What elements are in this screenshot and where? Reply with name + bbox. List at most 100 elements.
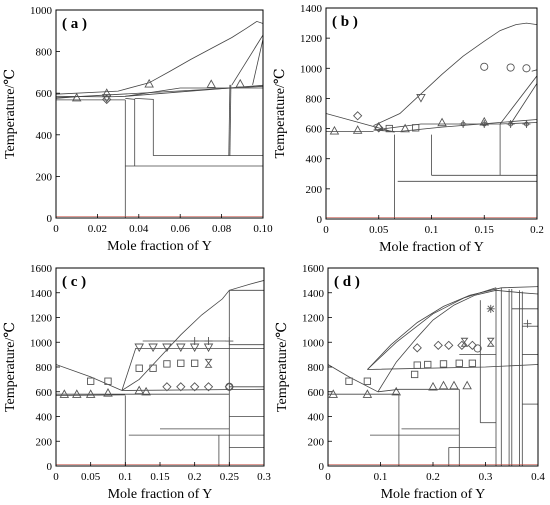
phase-boundary (367, 287, 497, 370)
marker-triangle (373, 121, 384, 131)
y-tick-label: 600 (308, 387, 325, 399)
y-tick-label: 1200 (30, 313, 53, 325)
marker-triangle (59, 389, 70, 398)
marker-circle (522, 64, 531, 73)
y-tick-label: 200 (308, 436, 325, 448)
marker-diamond (190, 382, 200, 392)
phase-boundary (252, 39, 263, 85)
marker-square (455, 359, 463, 367)
phase-boundary (56, 96, 76, 99)
marker-square (412, 124, 420, 132)
marker-diamond (162, 382, 172, 392)
x-tick-label: 0.4 (531, 471, 545, 483)
y-tick-label: 1200 (300, 33, 323, 45)
marker-triangle (352, 125, 363, 134)
x-tick-label: 0.05 (81, 471, 101, 483)
marker-triangle-down (176, 343, 186, 353)
phase-boundary (121, 388, 264, 391)
phase-boundary (499, 75, 537, 125)
marker-triangle (328, 389, 339, 398)
plot-frame (55, 267, 265, 467)
x-tick-label: 0.1 (118, 471, 132, 483)
plot-frame (325, 7, 538, 220)
marker-cross-hair (522, 120, 531, 129)
marker-triangle (71, 92, 82, 102)
chart-panel-4: 0 0.1 0.2 0.3 0.4 0 200 400 600 800 1000 1200 1400 16… (275, 263, 545, 502)
marker-triangle (329, 125, 340, 135)
plot-frame (327, 267, 539, 467)
x-tick-label: 0.3 (257, 471, 271, 483)
marker-triangle (134, 385, 144, 395)
marker-triangle-down (203, 343, 214, 353)
marker-hourglass (486, 337, 495, 347)
y-tick-label: 0 (317, 214, 323, 226)
marker-diamond (203, 382, 214, 392)
plot-content (328, 286, 538, 466)
x-tick-label: 0.1 (374, 471, 388, 483)
marker-square (191, 359, 199, 367)
marker-square (424, 360, 432, 369)
y-tick-label: 1400 (300, 3, 323, 15)
phase-boundary (367, 364, 538, 370)
marker-cross-hair (506, 120, 515, 129)
marker-square (135, 364, 143, 372)
y-tick-label: 1600 (30, 263, 53, 275)
phase-boundary (121, 347, 264, 391)
marker-square (345, 377, 353, 385)
marker-plus (225, 337, 234, 346)
marker-triangle (437, 117, 447, 127)
marker-triangle-down (101, 94, 112, 103)
x-tick-label: 0.06 (171, 223, 191, 235)
marker-cross-hair (480, 120, 489, 129)
marker-square (413, 361, 421, 369)
y-tick-label: 0 (47, 461, 53, 473)
marker-square (468, 359, 477, 367)
phase-boundary (531, 69, 537, 72)
x-tick-label: 0.2 (188, 471, 202, 483)
y-tick-label: 1400 (30, 288, 53, 300)
phase-boundary (229, 84, 232, 156)
y-tick-label: 800 (306, 93, 323, 105)
y-tick-label: 400 (36, 412, 53, 424)
phase-boundary (373, 119, 537, 133)
phase-boundary (125, 98, 136, 166)
x-tick-label: 0.2 (530, 224, 544, 236)
marker-triangle (235, 78, 245, 88)
phase-boundary (56, 364, 123, 391)
marker-triangle (101, 88, 112, 97)
plot-content (56, 280, 264, 466)
phase-boundary (328, 364, 379, 393)
marker-cross-hair (481, 121, 487, 127)
y-tick-label: 0 (319, 461, 325, 473)
marker-triangle (144, 78, 154, 88)
x-tick-label: 0.10 (253, 223, 273, 235)
marker-cross-hair (508, 121, 514, 127)
marker-square (87, 377, 95, 385)
marker-cross-hair (459, 120, 468, 129)
x-axis-label: Mole fraction of Y (107, 239, 212, 254)
chart-panel-1: 0 0.02 0.04 0.06 0.08 0.10 0 200 400 600 800 1000 Mo… (3, 5, 273, 254)
y-tick-label: 400 (306, 154, 323, 166)
marker-star (486, 304, 495, 313)
x-tick-label: 0.15 (150, 471, 170, 483)
marker-plus (190, 337, 199, 346)
y-tick-label: 1000 (302, 337, 325, 349)
marker-triangle (428, 381, 438, 391)
plot-frame (55, 9, 264, 219)
chart-panel-2: 0 0.05 0.1 0.15 0.2 0 200 400 600 800 1000 1200 1400… (273, 3, 544, 255)
marker-triangle (391, 386, 402, 396)
marker-diamond (444, 340, 454, 350)
y-tick-label: 200 (36, 171, 53, 183)
y-tick-label: 800 (36, 47, 53, 59)
x-tick-label: 0 (53, 223, 59, 235)
phase-boundary (121, 280, 264, 391)
marker-triangle (462, 380, 472, 390)
y-tick-label: 200 (306, 184, 323, 196)
phase-boundary (134, 98, 154, 156)
marker-triangle (141, 386, 151, 396)
marker-triangle (72, 389, 82, 398)
marker-hourglass (204, 358, 213, 368)
y-axis-label: Temperature/℃ (273, 68, 288, 158)
marker-diamond (353, 111, 363, 121)
phase-boundary (377, 388, 460, 393)
